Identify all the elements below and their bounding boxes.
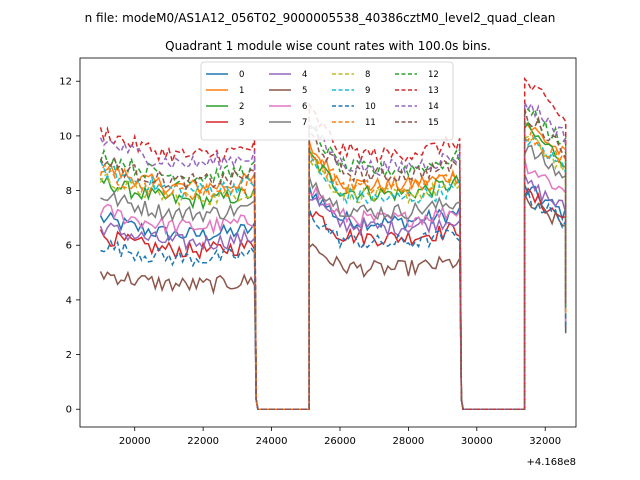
chart-title: Quadrant 1 module wise count rates with … bbox=[165, 39, 491, 53]
legend-label-5: 5 bbox=[302, 86, 307, 96]
x-tick-label: 26000 bbox=[324, 436, 356, 447]
series-line-12 bbox=[99, 107, 567, 410]
legend-label-6: 6 bbox=[302, 102, 307, 112]
series-line-10 bbox=[100, 188, 567, 410]
legend-label-8: 8 bbox=[365, 70, 370, 80]
legend-label-2: 2 bbox=[239, 102, 244, 112]
y-tick-label: 10 bbox=[59, 131, 72, 142]
series-line-0 bbox=[99, 184, 567, 410]
suptitle: n file: modeM0/AS1A12_056T02_9000005538_… bbox=[85, 11, 556, 25]
legend-label-4: 4 bbox=[302, 70, 307, 80]
legend-label-3: 3 bbox=[239, 118, 244, 128]
legend-label-14: 14 bbox=[428, 102, 439, 112]
series-line-9 bbox=[99, 136, 567, 410]
series-line-11 bbox=[99, 128, 567, 410]
x-offset-label: +4.168e8 bbox=[526, 457, 576, 468]
y-tick-label: 2 bbox=[66, 350, 72, 361]
y-tick-label: 12 bbox=[59, 77, 72, 88]
legend-label-10: 10 bbox=[365, 102, 376, 112]
series-line-2 bbox=[99, 121, 567, 410]
y-tick-label: 4 bbox=[66, 295, 72, 306]
x-tick-label: 24000 bbox=[256, 436, 288, 447]
y-axis: 0 2 4 6 8 10 12 bbox=[59, 77, 80, 416]
x-tick-label: 32000 bbox=[529, 436, 561, 447]
legend-label-0: 0 bbox=[239, 70, 244, 80]
series-line-4 bbox=[99, 174, 567, 410]
legend-label-11: 11 bbox=[365, 118, 376, 128]
x-tick-label: 30000 bbox=[461, 436, 493, 447]
legend-label-12: 12 bbox=[428, 70, 439, 80]
x-tick-label: 20000 bbox=[119, 436, 151, 447]
plot-frame bbox=[79, 57, 577, 428]
series-line-5 bbox=[99, 193, 567, 410]
series-line-14 bbox=[99, 101, 567, 410]
series-line-8 bbox=[99, 135, 567, 410]
legend-label-1: 1 bbox=[239, 86, 244, 96]
legend-label-13: 13 bbox=[428, 86, 439, 96]
legend-label-9: 9 bbox=[365, 86, 370, 96]
x-tick-label: 28000 bbox=[392, 436, 424, 447]
y-tick-label: 6 bbox=[66, 241, 72, 252]
legend-label-15: 15 bbox=[428, 118, 439, 128]
series-line-6 bbox=[99, 159, 567, 410]
series-line-3 bbox=[99, 187, 567, 410]
legend-box bbox=[200, 61, 454, 141]
series-line-15 bbox=[99, 108, 567, 410]
series-layer bbox=[99, 76, 567, 410]
y-tick-label: 8 bbox=[66, 186, 72, 197]
y-tick-label: 0 bbox=[66, 405, 72, 416]
series-line-7 bbox=[100, 144, 567, 410]
x-tick-label: 22000 bbox=[187, 436, 219, 447]
legend-label-7: 7 bbox=[302, 118, 307, 128]
x-axis: 20000 22000 24000 26000 28000 30000 32000 bbox=[119, 427, 561, 447]
